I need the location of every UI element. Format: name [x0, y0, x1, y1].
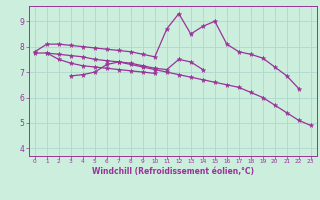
- X-axis label: Windchill (Refroidissement éolien,°C): Windchill (Refroidissement éolien,°C): [92, 167, 254, 176]
